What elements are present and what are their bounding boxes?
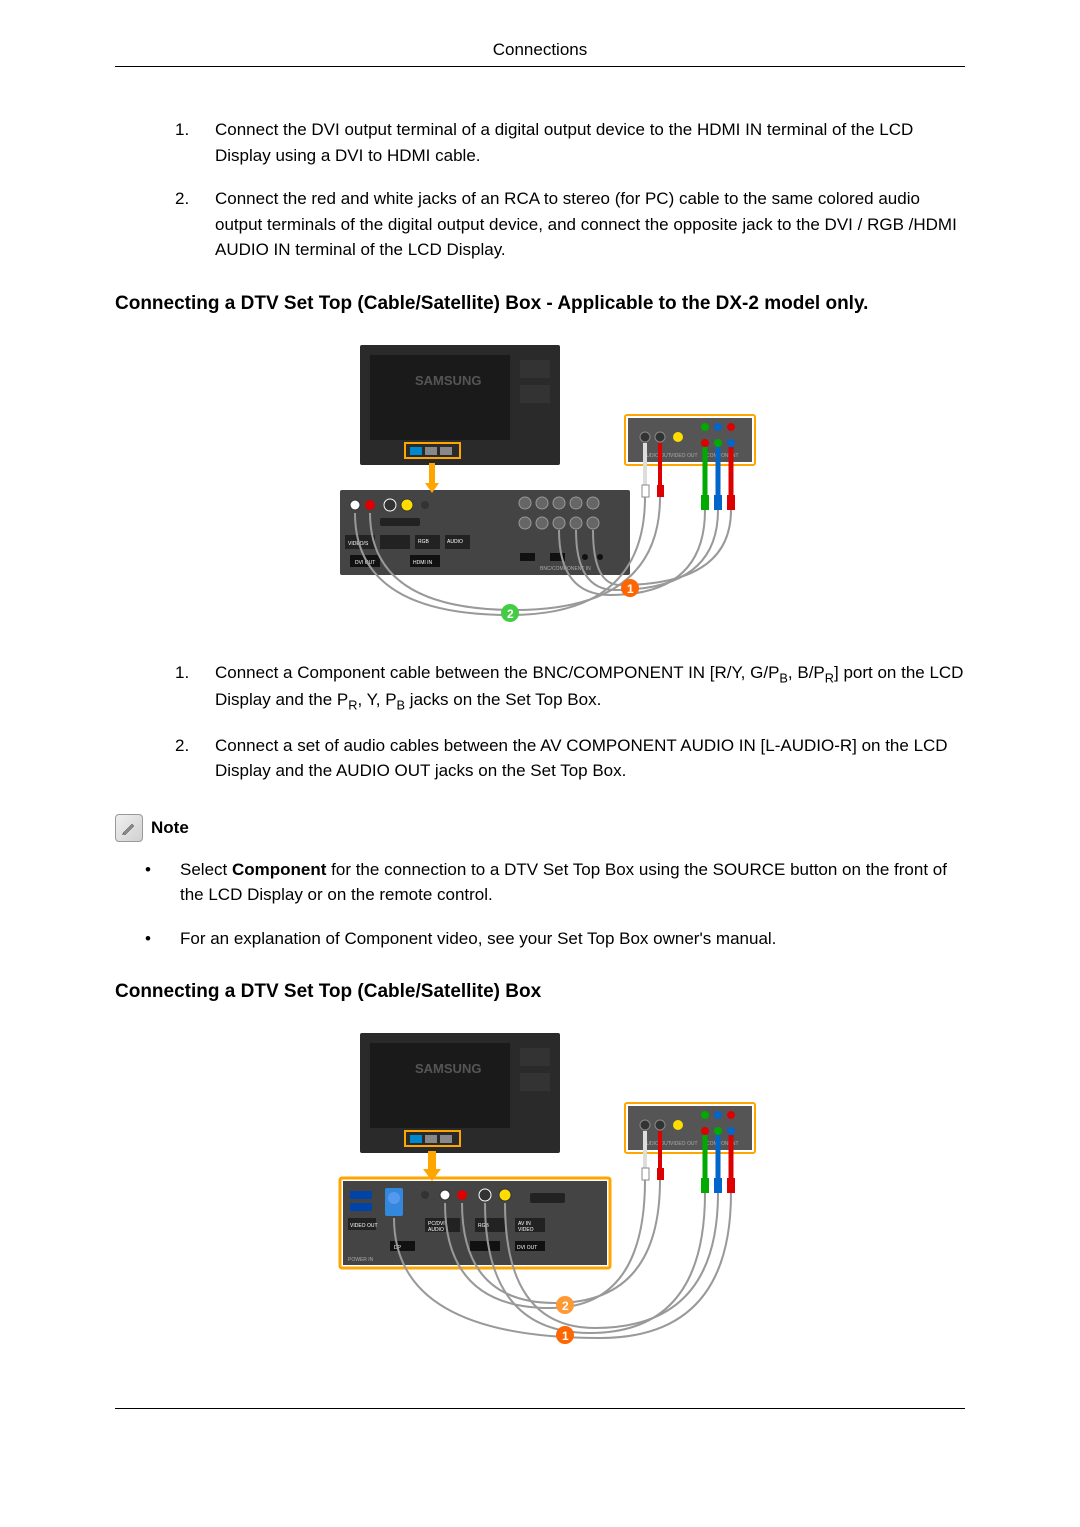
- top-numbered-list: 1. Connect the DVI output terminal of a …: [115, 117, 965, 263]
- bullet-item: • For an explanation of Component video,…: [145, 926, 965, 952]
- svg-text:AUDIO OUT: AUDIO OUT: [643, 453, 671, 459]
- svg-text:AUDIO OUT: AUDIO OUT: [643, 1141, 671, 1147]
- svg-text:COMPONENT: COMPONENT: [706, 453, 739, 459]
- svg-text:COMPONENT: COMPONENT: [706, 1141, 739, 1147]
- svg-text:DVI OUT: DVI OUT: [517, 1245, 537, 1251]
- list-number: 2.: [175, 733, 215, 784]
- svg-text:2: 2: [562, 1299, 569, 1313]
- diagram-2-container: SAMSUNG AUDIO OUT VIDEO OUT COMPONENT: [115, 1023, 965, 1358]
- list-text: Connect a set of audio cables between th…: [215, 733, 965, 784]
- list-number: 1.: [175, 117, 215, 168]
- list-text: Connect the DVI output terminal of a dig…: [215, 117, 965, 168]
- list-text: Connect the red and white jacks of an RC…: [215, 186, 965, 263]
- list-number: 1.: [175, 660, 215, 715]
- page-header: Connections: [115, 40, 965, 67]
- svg-text:SAMSUNG: SAMSUNG: [415, 1061, 481, 1076]
- note-icon: [115, 814, 143, 842]
- connection-diagram-1: SAMSUNG AUDIO OUT VIDEO OUT COMPONENT: [310, 335, 770, 625]
- svg-text:HDMI IN: HDMI IN: [413, 560, 433, 566]
- note-label: Note: [151, 818, 189, 838]
- page-title: Connections: [493, 40, 588, 59]
- bullet-marker: •: [145, 926, 180, 952]
- svg-text:VIDEO OUT: VIDEO OUT: [350, 1223, 378, 1229]
- footer-divider: [115, 1408, 965, 1409]
- note-bullet-list: • Select Component for the connection to…: [115, 857, 965, 952]
- section-heading-2: Connecting a DTV Set Top (Cable/Satellit…: [115, 981, 965, 1003]
- svg-text:VIDEO OUT: VIDEO OUT: [670, 453, 698, 459]
- list-item: 1. Connect the DVI output terminal of a …: [175, 117, 965, 168]
- svg-text:1: 1: [627, 582, 634, 596]
- list-item: 1. Connect a Component cable between the…: [175, 660, 965, 715]
- svg-text:VIDEO: VIDEO: [518, 1227, 534, 1233]
- list-number: 2.: [175, 186, 215, 263]
- list-item: 2. Connect a set of audio cables between…: [175, 733, 965, 784]
- svg-text:AUDIO: AUDIO: [447, 539, 463, 545]
- section1-numbered-list: 1. Connect a Component cable between the…: [115, 660, 965, 784]
- note-header: Note: [115, 814, 965, 842]
- svg-text:DVI OUT: DVI OUT: [355, 560, 375, 566]
- bullet-item: • Select Component for the connection to…: [145, 857, 965, 908]
- list-item: 2. Connect the red and white jacks of an…: [175, 186, 965, 263]
- svg-text:VIDEO OUT: VIDEO OUT: [670, 1141, 698, 1147]
- connection-diagram-2: SAMSUNG AUDIO OUT VIDEO OUT COMPONENT: [310, 1023, 770, 1353]
- list-text: Connect a Component cable between the BN…: [215, 660, 965, 715]
- svg-text:SAMSUNG: SAMSUNG: [415, 373, 481, 388]
- svg-text:RGB: RGB: [418, 539, 430, 545]
- svg-text:AUDIO: AUDIO: [428, 1227, 444, 1233]
- bullet-text: For an explanation of Component video, s…: [180, 926, 965, 952]
- svg-text:RGB: RGB: [478, 1223, 490, 1229]
- bullet-marker: •: [145, 857, 180, 908]
- section-heading-1: Connecting a DTV Set Top (Cable/Satellit…: [115, 293, 965, 315]
- svg-text:2: 2: [507, 607, 514, 621]
- diagram-1-container: SAMSUNG AUDIO OUT VIDEO OUT COMPONENT: [115, 335, 965, 630]
- svg-text:POWER IN: POWER IN: [348, 1257, 374, 1263]
- svg-text:1: 1: [562, 1329, 569, 1343]
- bullet-text: Select Component for the connection to a…: [180, 857, 965, 908]
